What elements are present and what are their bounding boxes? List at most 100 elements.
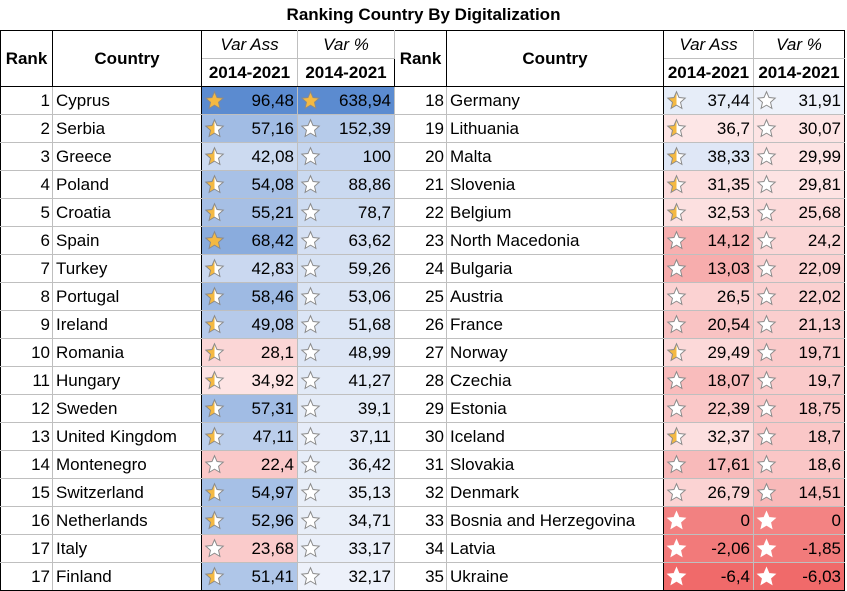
var-pct-cell-left: 152,39 — [297, 114, 395, 143]
var-pct-cell-right: 22,02 — [753, 282, 845, 311]
star-icon — [666, 230, 687, 250]
rank-cell: 2 — [0, 114, 53, 143]
var-pct-value: 22,09 — [798, 258, 841, 278]
header-var-pct-right: Var % — [753, 30, 845, 59]
header-period-pct-left: 2014-2021 — [297, 58, 395, 87]
table-row: 7 Turkey 42,83 59,26 24 Bulgaria 13,03 22,09 — [0, 254, 845, 283]
var-ass-cell-right: -2,06 — [663, 534, 754, 563]
table-row: 2 Serbia 57,16 152,39 19 Lithuania 36,7 30,07 — [0, 114, 845, 143]
star-icon — [204, 314, 225, 334]
var-ass-cell-left: 54,97 — [201, 478, 298, 507]
rank-cell: 31 — [394, 450, 447, 479]
star-icon — [756, 342, 777, 362]
star-icon — [756, 174, 777, 194]
country-cell: Poland — [52, 170, 202, 199]
var-pct-cell-right: 0 — [753, 506, 845, 535]
table-row: 12 Sweden 57,31 39,1 29 Estonia 22,39 18,75 — [0, 394, 845, 423]
var-pct-cell-left: 39,1 — [297, 394, 395, 423]
star-icon — [666, 202, 687, 222]
country-cell: Iceland — [446, 422, 664, 451]
var-pct-cell-right: 21,13 — [753, 310, 845, 339]
rank-cell: 11 — [0, 366, 53, 395]
star-icon — [300, 258, 321, 278]
var-pct-cell-left: 88,86 — [297, 170, 395, 199]
star-icon — [300, 454, 321, 474]
rank-cell: 30 — [394, 422, 447, 451]
country-cell: Finland — [52, 562, 202, 591]
var-pct-value: 18,7 — [807, 426, 841, 446]
star-icon — [300, 146, 321, 166]
var-pct-value: 0 — [831, 510, 841, 530]
star-icon — [204, 174, 225, 194]
var-ass-value: 22,39 — [707, 398, 750, 418]
var-ass-value: 26,79 — [707, 482, 750, 502]
country-cell: Serbia — [52, 114, 202, 143]
star-icon — [204, 370, 225, 390]
star-icon — [204, 566, 225, 586]
var-pct-cell-left: 78,7 — [297, 198, 395, 227]
var-ass-value: 57,31 — [251, 398, 294, 418]
star-icon — [204, 202, 225, 222]
var-pct-cell-left: 34,71 — [297, 506, 395, 535]
var-ass-value: 28,1 — [260, 342, 294, 362]
country-cell: Slovakia — [446, 450, 664, 479]
var-ass-cell-right: 22,39 — [663, 394, 754, 423]
var-ass-value: 13,03 — [707, 258, 750, 278]
header-period-ass-left: 2014-2021 — [201, 58, 298, 87]
star-icon — [756, 286, 777, 306]
star-icon — [204, 258, 225, 278]
var-pct-value: 36,42 — [348, 454, 391, 474]
var-pct-value: 29,81 — [798, 174, 841, 194]
var-pct-value: 100 — [362, 146, 391, 166]
var-ass-value: 96,48 — [251, 90, 294, 110]
star-icon — [300, 90, 321, 110]
country-cell: Spain — [52, 226, 202, 255]
var-pct-cell-right: 24,2 — [753, 226, 845, 255]
star-icon — [204, 342, 225, 362]
var-ass-cell-left: 57,31 — [201, 394, 298, 423]
var-ass-value: 18,07 — [707, 370, 750, 390]
star-icon — [666, 174, 687, 194]
var-ass-value: 22,4 — [260, 454, 294, 474]
var-ass-value: 37,44 — [707, 90, 750, 110]
var-pct-value: 37,11 — [349, 426, 391, 446]
var-pct-value: 21,13 — [798, 314, 841, 334]
country-cell: Bulgaria — [446, 254, 664, 283]
country-cell: Latvia — [446, 534, 664, 563]
rank-cell: 10 — [0, 338, 53, 367]
rank-cell: 18 — [394, 86, 447, 115]
var-pct-cell-left: 33,17 — [297, 534, 395, 563]
var-ass-cell-left: 22,4 — [201, 450, 298, 479]
var-ass-value: 49,08 — [251, 314, 294, 334]
country-cell: Greece — [52, 142, 202, 171]
rank-cell: 34 — [394, 534, 447, 563]
star-icon — [300, 174, 321, 194]
country-cell: Switzerland — [52, 478, 202, 507]
var-pct-value: 53,06 — [348, 286, 391, 306]
rank-cell: 9 — [0, 310, 53, 339]
star-icon — [300, 202, 321, 222]
var-ass-cell-right: 13,03 — [663, 254, 754, 283]
var-pct-value: 78,7 — [357, 202, 391, 222]
var-pct-cell-left: 63,62 — [297, 226, 395, 255]
table-row: 6 Spain 68,42 63,62 23 North Macedonia 14,12 24… — [0, 226, 845, 255]
star-icon — [204, 230, 225, 250]
rank-cell: 26 — [394, 310, 447, 339]
var-ass-value: -6,4 — [720, 566, 750, 586]
var-ass-cell-left: 57,16 — [201, 114, 298, 143]
country-cell: Malta — [446, 142, 664, 171]
rank-cell: 13 — [0, 422, 53, 451]
ranking-table: Rank Country Var Ass Var % Rank Country … — [0, 30, 845, 591]
table-row: 3 Greece 42,08 100 20 Malta 38,33 29,99 — [0, 142, 845, 171]
rank-cell: 24 — [394, 254, 447, 283]
star-icon — [300, 482, 321, 502]
var-ass-cell-right: 18,07 — [663, 366, 754, 395]
country-cell: Turkey — [52, 254, 202, 283]
var-pct-value: -1,85 — [802, 538, 841, 558]
star-icon — [300, 370, 321, 390]
header-period-pct-right: 2014-2021 — [753, 58, 845, 87]
table-row: 11 Hungary 34,92 41,27 28 Czechia 18,07 19,7 — [0, 366, 845, 395]
var-pct-value: 30,07 — [798, 118, 841, 138]
star-icon — [666, 510, 687, 530]
